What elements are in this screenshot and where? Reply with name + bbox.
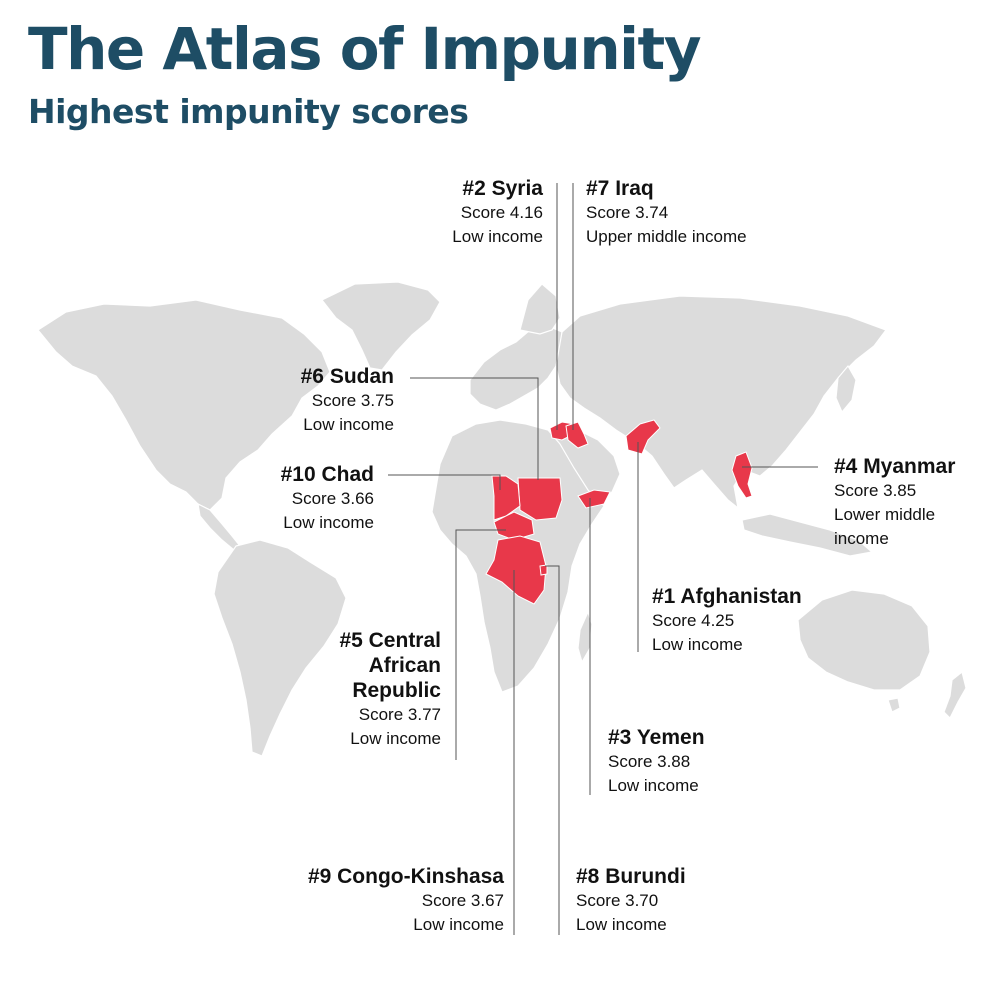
country-income: Low income [608, 776, 699, 795]
country-income: Low income [452, 227, 543, 246]
country-income: Low income [283, 513, 374, 532]
country-name: #10 Chad [280, 463, 374, 486]
chad-label: #10 Chad Score 3.66 Low income [281, 462, 374, 535]
greenland-landmass [321, 281, 441, 371]
country-income: Low income [413, 915, 504, 934]
country-name: #2 Syria [462, 177, 543, 200]
sudan-shape[interactable] [517, 477, 563, 521]
country-name-line2: African [368, 654, 441, 677]
country-score: Score 3.67 [421, 891, 504, 910]
yemen-label: #3 Yemen Score 3.88 Low income [608, 725, 705, 798]
country-income: Upper middle income [586, 227, 747, 246]
country-name-line3: Republic [352, 679, 441, 702]
congo-shape[interactable] [485, 535, 547, 605]
southeast-asia-islands-landmass [741, 513, 874, 557]
iraq-shape[interactable] [565, 421, 589, 449]
country-income: Low income [303, 415, 394, 434]
country-income-cont: income [834, 529, 889, 548]
page-title: The Atlas of Impunity [28, 15, 702, 83]
country-score: Score 3.74 [586, 203, 669, 222]
chad-leader-line [388, 474, 501, 490]
car-shape[interactable] [493, 511, 535, 541]
highlighted-countries [485, 419, 753, 605]
leader-lines [388, 183, 818, 935]
sudan-leader-line [410, 377, 539, 480]
country-name: #5 Central [339, 629, 441, 652]
scandinavia-landmass [519, 283, 561, 335]
country-income: Lower middle [834, 505, 936, 524]
country-income: Low income [350, 729, 441, 748]
japan-landmass [835, 364, 857, 414]
tasmania-landmass [887, 697, 901, 713]
burundi-label: #8 Burundi Score 3.70 Low income [576, 864, 686, 937]
country-score: Score 4.25 [652, 611, 735, 630]
afghanistan-label: #1 Afghanistan Score 4.25 Low income [652, 584, 802, 657]
country-score: Score 4.16 [460, 203, 543, 222]
chad-shape[interactable] [491, 475, 521, 521]
country-score: Score 3.85 [834, 481, 917, 500]
myanmar-shape[interactable] [731, 451, 753, 499]
congo-label: #9 Congo-Kinshasa Score 3.67 Low income [308, 864, 504, 937]
central-america-landmass [197, 502, 241, 551]
car-leader-line [455, 529, 506, 760]
country-income: Low income [652, 635, 743, 654]
afghanistan-shape[interactable] [625, 419, 661, 455]
country-name: #4 Myanmar [834, 455, 956, 478]
south-america-landmass [213, 539, 347, 757]
country-score: Score 3.75 [311, 391, 394, 410]
sudan-label: #6 Sudan Score 3.75 Low income [301, 364, 394, 437]
syria-label: #2 Syria Score 4.16 Low income [452, 176, 543, 249]
country-score: Score 3.66 [291, 489, 374, 508]
country-name: #7 Iraq [586, 177, 654, 200]
country-income: Low income [576, 915, 667, 934]
country-score: Score 3.70 [576, 891, 659, 910]
country-score: Score 3.88 [608, 752, 691, 771]
country-name: #1 Afghanistan [652, 585, 802, 608]
australia-landmass [797, 589, 931, 691]
car-label: #5 Central African Republic Score 3.77 L… [339, 628, 441, 751]
burundi-leader-line [545, 565, 560, 935]
europe-landmass [469, 325, 563, 411]
page-subtitle: Highest impunity scores [28, 92, 469, 131]
country-name: #8 Burundi [576, 865, 686, 888]
country-name: #9 Congo-Kinshasa [307, 865, 504, 888]
new-zealand-landmass [943, 670, 967, 720]
burundi-shape[interactable] [539, 564, 548, 576]
yemen-shape[interactable] [577, 489, 611, 509]
myanmar-label: #4 Myanmar Score 3.85 Lower middle incom… [834, 454, 955, 551]
country-score: Score 3.77 [358, 705, 441, 724]
country-name: #6 Sudan [300, 365, 394, 388]
country-name: #3 Yemen [608, 726, 705, 749]
north-america-landmass [37, 299, 331, 511]
iraq-label: #7 Iraq Score 3.74 Upper middle income [586, 176, 747, 249]
